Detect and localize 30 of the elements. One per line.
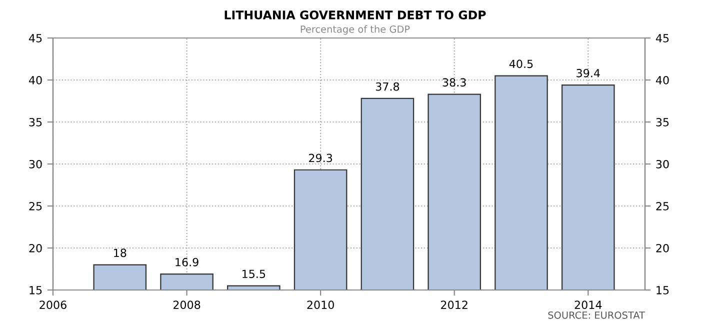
x-tick-label: 2014: [574, 300, 602, 310]
source-note: SOURCE: EUROSTAT: [548, 311, 646, 319]
y-tick-label: 20: [29, 244, 42, 252]
data-label: 29.3: [309, 154, 332, 162]
y-tick-label: 30: [29, 160, 42, 168]
data-label: 37.8: [376, 82, 400, 91]
x-tick-label: 2010: [307, 300, 334, 310]
y2-tick-label: 40: [656, 76, 669, 84]
x-tick-label: 2012: [441, 300, 468, 310]
y-tick-label: 25: [29, 202, 42, 210]
chart-title: LITHUANIA GOVERNMENT DEBT TO GDP: [224, 10, 486, 20]
y-tick-label: 45: [28, 34, 42, 42]
data-label: 18: [114, 248, 126, 258]
y-tick-label: 15: [30, 286, 42, 294]
y2-tick-label: 30: [656, 160, 669, 168]
x-tick-label: 2008: [173, 300, 200, 310]
y2-tick-label: 15: [656, 286, 669, 294]
y2-tick-label: 20: [656, 244, 669, 252]
data-label: 16.9: [176, 258, 198, 266]
y2-tick-label: 35: [656, 118, 669, 126]
chart-subtitle: Percentage of the GDP: [300, 25, 410, 35]
data-label: 40.5: [509, 60, 533, 68]
data-label: 15.5: [242, 270, 266, 278]
x-tick-label: 2006: [40, 300, 66, 310]
y-tick-label: 35: [29, 118, 42, 126]
y-tick-label: 40: [28, 76, 42, 84]
data-label: 38.3: [442, 78, 466, 87]
y2-tick-label: 25: [656, 202, 669, 210]
data-label: 39.4: [576, 68, 600, 78]
y2-tick-label: 45: [656, 34, 669, 42]
